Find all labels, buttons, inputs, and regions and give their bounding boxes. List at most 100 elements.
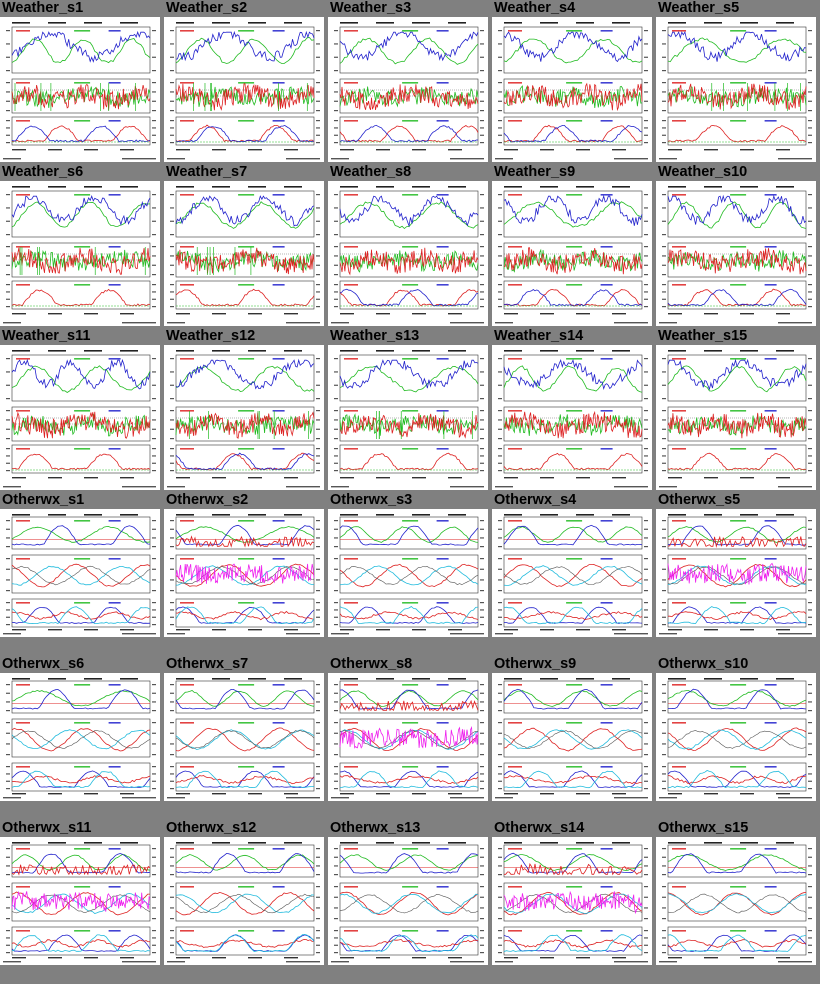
plot-thumbnail-image[interactable] bbox=[656, 17, 816, 162]
plot-thumbnail-graphic bbox=[656, 181, 816, 326]
thumbnail-title: Otherwx_s11 bbox=[2, 820, 92, 836]
thumbnail-item[interactable]: Weather_s10 bbox=[656, 164, 816, 326]
plot-thumbnail-graphic bbox=[656, 673, 816, 801]
plot-thumbnail-image[interactable] bbox=[492, 345, 652, 490]
thumbnail-title: Otherwx_s9 bbox=[494, 656, 577, 672]
plot-thumbnail-image[interactable] bbox=[164, 181, 324, 326]
thumbnail-item[interactable]: Weather_s14 bbox=[492, 328, 652, 490]
thumbnail-item[interactable]: Otherwx_s15 bbox=[656, 820, 816, 965]
thumbnail-item[interactable]: Otherwx_s4 bbox=[492, 492, 652, 637]
plot-thumbnail-image[interactable] bbox=[492, 17, 652, 162]
thumbnail-item[interactable]: Otherwx_s3 bbox=[328, 492, 488, 637]
thumbnail-title: Weather_s13 bbox=[330, 328, 420, 344]
plot-thumbnail-graphic bbox=[328, 509, 488, 637]
thumbnail-item[interactable]: Otherwx_s9 bbox=[492, 656, 652, 801]
plot-thumbnail-image[interactable] bbox=[492, 837, 652, 965]
thumbnail-item[interactable]: Otherwx_s11 bbox=[0, 820, 160, 965]
plot-thumbnail-graphic bbox=[0, 837, 160, 965]
thumbnail-title: Weather_s6 bbox=[2, 164, 84, 180]
plot-thumbnail-image[interactable] bbox=[164, 345, 324, 490]
thumbnail-item[interactable]: Weather_s2 bbox=[164, 0, 324, 162]
thumbnail-item[interactable]: Otherwx_s6 bbox=[0, 656, 160, 801]
plot-thumbnail-image[interactable] bbox=[164, 673, 324, 801]
thumbnail-title: Weather_s7 bbox=[166, 164, 248, 180]
thumbnail-item[interactable]: Weather_s15 bbox=[656, 328, 816, 490]
thumbnail-item[interactable]: Otherwx_s1 bbox=[0, 492, 160, 637]
thumbnail-title: Otherwx_s4 bbox=[494, 492, 577, 508]
plot-thumbnail-graphic bbox=[0, 673, 160, 801]
thumbnail-title: Otherwx_s5 bbox=[658, 492, 741, 508]
thumbnail-title: Otherwx_s15 bbox=[658, 820, 749, 836]
plot-thumbnail-graphic bbox=[328, 181, 488, 326]
thumbnail-item[interactable]: Weather_s6 bbox=[0, 164, 160, 326]
thumbnail-item[interactable]: Otherwx_s10 bbox=[656, 656, 816, 801]
plot-thumbnail-graphic bbox=[164, 673, 324, 801]
thumbnail-item[interactable]: Weather_s11 bbox=[0, 328, 160, 490]
thumbnail-item[interactable]: Otherwx_s13 bbox=[328, 820, 488, 965]
plot-thumbnail-image[interactable] bbox=[328, 181, 488, 326]
plot-thumbnail-image[interactable] bbox=[328, 509, 488, 637]
plot-thumbnail-image[interactable] bbox=[656, 509, 816, 637]
plot-thumbnail-image[interactable] bbox=[0, 181, 160, 326]
plot-thumbnail-image[interactable] bbox=[492, 673, 652, 801]
plot-thumbnail-graphic bbox=[0, 345, 160, 490]
thumbnail-title: Otherwx_s10 bbox=[658, 656, 749, 672]
plot-thumbnail-image[interactable] bbox=[164, 837, 324, 965]
plot-thumbnail-graphic bbox=[0, 17, 160, 162]
thumbnail-item[interactable]: Otherwx_s8 bbox=[328, 656, 488, 801]
plot-thumbnail-image[interactable] bbox=[492, 181, 652, 326]
plot-thumbnail-graphic bbox=[656, 509, 816, 637]
thumbnail-item[interactable]: Otherwx_s5 bbox=[656, 492, 816, 637]
plot-thumbnail-image[interactable] bbox=[0, 345, 160, 490]
plot-thumbnail-image[interactable] bbox=[656, 345, 816, 490]
thumbnail-item[interactable]: Weather_s3 bbox=[328, 0, 488, 162]
plot-thumbnail-image[interactable] bbox=[492, 509, 652, 637]
thumbnail-item[interactable]: Weather_s12 bbox=[164, 328, 324, 490]
thumbnail-item[interactable]: Weather_s7 bbox=[164, 164, 324, 326]
plot-thumbnail-graphic bbox=[0, 509, 160, 637]
plot-thumbnail-image[interactable] bbox=[656, 181, 816, 326]
thumbnail-item[interactable]: Otherwx_s14 bbox=[492, 820, 652, 965]
thumbnail-title: Weather_s4 bbox=[494, 0, 576, 16]
thumbnail-title: Otherwx_s3 bbox=[330, 492, 413, 508]
plot-thumbnail-image[interactable] bbox=[328, 837, 488, 965]
thumbnail-title: Otherwx_s2 bbox=[166, 492, 249, 508]
plot-thumbnail-graphic bbox=[656, 17, 816, 162]
thumbnail-title: Otherwx_s1 bbox=[2, 492, 85, 508]
plot-thumbnail-graphic bbox=[328, 673, 488, 801]
thumbnail-item[interactable]: Weather_s8 bbox=[328, 164, 488, 326]
thumbnail-title: Weather_s10 bbox=[658, 164, 748, 180]
plot-thumbnail-image[interactable] bbox=[328, 345, 488, 490]
plot-thumbnail-graphic bbox=[492, 345, 652, 490]
thumbnail-title: Weather_s3 bbox=[330, 0, 412, 16]
thumbnail-title: Weather_s11 bbox=[2, 328, 91, 344]
thumbnail-item[interactable]: Weather_s5 bbox=[656, 0, 816, 162]
thumbnail-item[interactable]: Weather_s4 bbox=[492, 0, 652, 162]
plot-thumbnail-image[interactable] bbox=[328, 673, 488, 801]
plot-thumbnail-image[interactable] bbox=[656, 837, 816, 965]
thumbnail-title: Weather_s12 bbox=[166, 328, 256, 344]
plot-thumbnail-image[interactable] bbox=[164, 509, 324, 637]
plot-thumbnail-graphic bbox=[492, 509, 652, 637]
thumbnail-item[interactable]: Otherwx_s12 bbox=[164, 820, 324, 965]
plot-thumbnail-image[interactable] bbox=[164, 17, 324, 162]
thumbnail-title: Otherwx_s13 bbox=[330, 820, 421, 836]
plot-thumbnail-image[interactable] bbox=[0, 837, 160, 965]
thumbnail-item[interactable]: Weather_s1 bbox=[0, 0, 160, 162]
plot-thumbnail-image[interactable] bbox=[0, 509, 160, 637]
plot-thumbnail-image[interactable] bbox=[0, 17, 160, 162]
plot-thumbnail-graphic bbox=[0, 181, 160, 326]
thumbnail-item[interactable]: Otherwx_s2 bbox=[164, 492, 324, 637]
thumbnail-item[interactable]: Otherwx_s7 bbox=[164, 656, 324, 801]
plot-thumbnail-image[interactable] bbox=[0, 673, 160, 801]
thumbnail-item[interactable]: Weather_s9 bbox=[492, 164, 652, 326]
thumbnail-title: Weather_s14 bbox=[494, 328, 584, 344]
thumbnail-item[interactable]: Weather_s13 bbox=[328, 328, 488, 490]
plot-thumbnail-graphic bbox=[164, 837, 324, 965]
plot-thumbnail-graphic bbox=[164, 181, 324, 326]
plot-thumbnail-graphic bbox=[164, 17, 324, 162]
plot-thumbnail-image[interactable] bbox=[656, 673, 816, 801]
thumbnail-title: Weather_s1 bbox=[2, 0, 84, 16]
plot-thumbnail-image[interactable] bbox=[328, 17, 488, 162]
